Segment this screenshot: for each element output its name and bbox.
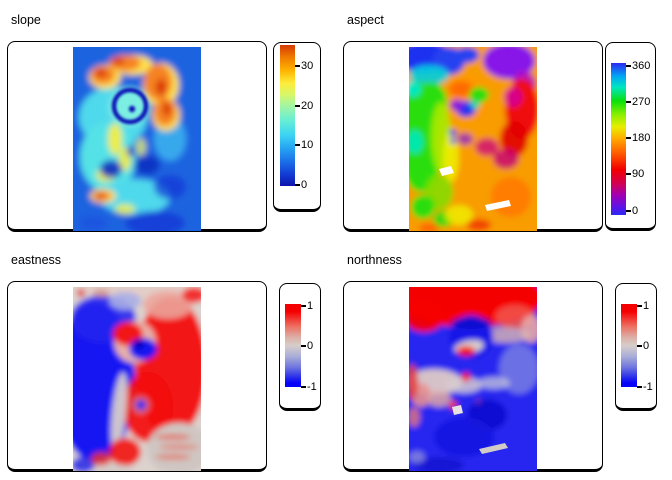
tick-label: 0 xyxy=(307,339,314,352)
legend-tick: 10 xyxy=(295,139,313,151)
legend-tick: 0 xyxy=(626,205,638,217)
panel-title-eastness: eastness xyxy=(11,253,62,267)
tick-mark xyxy=(295,184,300,186)
tick-label: 30 xyxy=(301,59,314,72)
tick-mark xyxy=(626,137,631,139)
panel-slope: slope xyxy=(0,0,336,240)
tick-label: 10 xyxy=(301,138,314,151)
legend-tick: 1 xyxy=(301,300,313,312)
northness-raster-image xyxy=(409,287,537,471)
panel-aspect: aspect xyxy=(336,0,672,240)
nodata-streak xyxy=(479,443,508,454)
panel-title-northness: northness xyxy=(347,253,402,267)
legend-tick: 360 xyxy=(626,60,650,72)
nodata-notch xyxy=(485,200,511,211)
tick-mark xyxy=(637,345,642,347)
aspect-raster-image xyxy=(409,47,537,231)
tick-mark xyxy=(301,345,306,347)
tick-label: 270 xyxy=(632,95,651,108)
tick-mark xyxy=(637,386,642,388)
legend-tick: 90 xyxy=(626,168,644,180)
legend-colorbar-slope xyxy=(280,45,295,186)
nodata-notch xyxy=(439,166,454,176)
legend-tick: 270 xyxy=(626,96,650,108)
tick-label: 90 xyxy=(632,167,645,180)
tick-mark xyxy=(295,105,300,107)
legend-colorbar-northness xyxy=(621,304,637,387)
panel-title-slope: slope xyxy=(11,13,41,27)
tick-label: 1 xyxy=(643,299,650,312)
tick-label: 0 xyxy=(632,204,639,217)
panel-eastness: eastness xyxy=(0,240,336,480)
tick-mark xyxy=(301,305,306,307)
tick-label: -1 xyxy=(643,380,653,393)
tick-mark xyxy=(626,173,631,175)
slope-raster-image xyxy=(73,47,201,231)
panel-northness: northness xyxy=(336,240,672,480)
legend-tick: -1 xyxy=(637,381,653,393)
legend-tick: 1 xyxy=(637,300,649,312)
tick-mark xyxy=(295,144,300,146)
tick-label: 20 xyxy=(301,99,314,112)
tick-mark xyxy=(626,210,631,212)
tick-label: 360 xyxy=(632,59,651,72)
legend-tick: 180 xyxy=(626,132,650,144)
tick-label: -1 xyxy=(307,380,317,393)
tick-mark xyxy=(637,305,642,307)
legend-tick: 0 xyxy=(637,340,649,352)
tick-label: 1 xyxy=(307,299,314,312)
eastness-raster-image xyxy=(73,287,201,471)
legend-tick: 0 xyxy=(295,179,307,191)
nodata-notch xyxy=(452,405,463,415)
legend-tick: -1 xyxy=(301,381,317,393)
legend-tick: 0 xyxy=(301,340,313,352)
tick-label: 0 xyxy=(643,339,650,352)
legend-colorbar-eastness xyxy=(285,304,301,387)
legend-tick: 30 xyxy=(295,60,313,72)
tick-mark xyxy=(626,101,631,103)
tick-label: 0 xyxy=(301,178,308,191)
tick-label: 180 xyxy=(632,131,651,144)
tick-mark xyxy=(626,65,631,67)
legend-tick: 20 xyxy=(295,100,313,112)
tick-mark xyxy=(295,65,300,67)
legend-colorbar-aspect xyxy=(611,63,626,215)
tick-mark xyxy=(301,386,306,388)
panel-title-aspect: aspect xyxy=(347,13,384,27)
